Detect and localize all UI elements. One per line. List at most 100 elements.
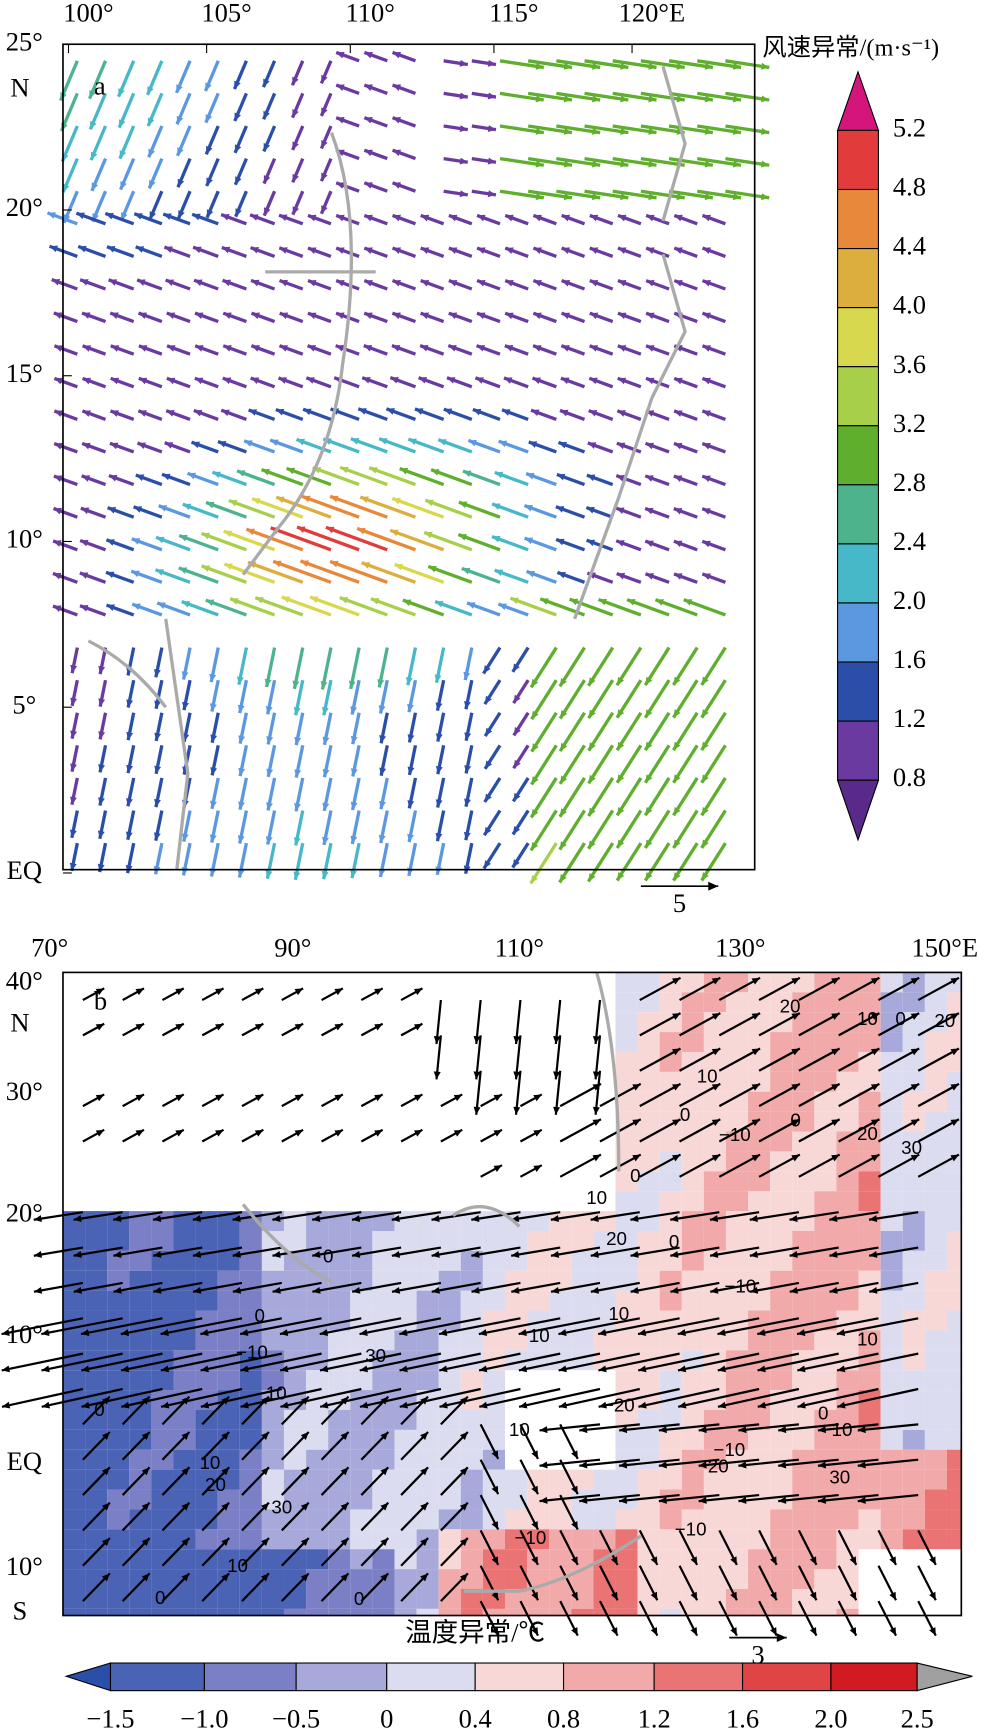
arrow-head [279, 345, 288, 352]
arrow-head [391, 1286, 401, 1294]
arrow-head [561, 345, 570, 352]
shade-cell [504, 1290, 528, 1311]
shade-cell [902, 1390, 925, 1410]
shade-cell [814, 1290, 837, 1311]
arrow-head [590, 1286, 600, 1294]
shade-cell [438, 1529, 461, 1550]
shade-cell [836, 972, 859, 993]
panel-a-frame [62, 43, 756, 871]
shade-cell [129, 1449, 152, 1470]
arrow-head [503, 377, 513, 384]
shade-cell [792, 1429, 815, 1450]
shade-cell [814, 1171, 837, 1192]
arrow-head [690, 1591, 698, 1601]
arrow-head [704, 128, 713, 135]
shade-cell [306, 1469, 329, 1490]
wind-arrow [254, 596, 304, 617]
arrow-head [352, 1286, 361, 1294]
shade-cell [880, 992, 903, 1013]
arrow-head [616, 442, 626, 450]
wind-arrow [41, 1317, 123, 1336]
arrow-head [673, 806, 681, 816]
arrow-head [98, 797, 105, 806]
arrow-head [392, 214, 401, 222]
arrow-head [370, 598, 380, 605]
arrow-head [589, 247, 599, 254]
arrow-head [246, 528, 255, 536]
wind-arrow [539, 1493, 601, 1503]
shade-cell [703, 1250, 726, 1271]
arrow-head [464, 765, 472, 774]
colorbar-extend [916, 1662, 973, 1692]
arrow-head [676, 95, 685, 103]
arrow-head [889, 1591, 896, 1601]
arrow-head [749, 1286, 759, 1294]
arrow-head [264, 678, 272, 688]
arrow-head [334, 1129, 343, 1137]
shade-cell [770, 1529, 793, 1550]
arrow-head [526, 570, 536, 578]
shade-cell [836, 1250, 859, 1271]
arrow-head [491, 1521, 499, 1530]
shade-cell [924, 1012, 947, 1033]
hemisphere-label: N [10, 1008, 29, 1038]
shade-cell [85, 1529, 108, 1550]
shade-cell [924, 1270, 947, 1291]
arrow-head [620, 193, 629, 201]
wind-arrow [817, 1493, 879, 1503]
arrow-head [131, 570, 140, 578]
shade-cell [173, 1449, 196, 1470]
colorbar-box [837, 602, 880, 663]
arrow-head [950, 1083, 959, 1091]
arrow-head [910, 1083, 920, 1091]
shade-cell [482, 1569, 505, 1589]
arrow-head [588, 677, 596, 686]
arrow-head [330, 560, 339, 568]
arrow-head [153, 669, 161, 678]
shade-cell [350, 1370, 373, 1391]
arrow-head [160, 1329, 169, 1336]
arrow-head [380, 1502, 389, 1511]
arrow-head [89, 90, 96, 99]
wind-arrow [630, 1281, 680, 1293]
wind-arrow [797, 1387, 879, 1408]
arrow-head [279, 214, 288, 222]
arrow-head [95, 1094, 105, 1102]
arrow-head [221, 1573, 230, 1582]
arrow-head [717, 1401, 727, 1409]
arrow-head [732, 193, 742, 201]
arrow-head [374, 1023, 383, 1031]
wind-arrow [529, 809, 558, 852]
arrow-head [448, 312, 458, 320]
colorbar-box [474, 1662, 565, 1692]
arrow-head [674, 280, 683, 287]
arrow-head [340, 1431, 349, 1440]
shade-cell [725, 1290, 749, 1311]
shade-cell [637, 1211, 660, 1231]
arrow-head [221, 213, 230, 221]
shade-cell [350, 1469, 373, 1490]
arrow-head [80, 507, 90, 515]
shade-cell [372, 1250, 395, 1271]
shade-cell [283, 1509, 307, 1530]
arrow-head [164, 246, 173, 253]
arrow-head [192, 1251, 202, 1258]
wind-arrow [1, 1387, 84, 1408]
arrow-head [950, 977, 959, 985]
shade-cell [902, 1330, 925, 1351]
arrow-head [107, 507, 117, 514]
shade-cell [615, 1131, 638, 1152]
y-tick-label: 10° [6, 1551, 43, 1581]
arrow-head [950, 1048, 959, 1056]
arrow-head [709, 1215, 719, 1223]
shade-cell [946, 1230, 962, 1251]
wind-arrow [829, 1246, 879, 1257]
shade-cell [261, 1409, 284, 1430]
arrow-head [378, 705, 386, 714]
shade-cell [549, 1270, 572, 1291]
shade-cell [460, 1588, 483, 1609]
arrow-head [617, 312, 627, 320]
shade-cell [792, 1270, 815, 1291]
arrow-head [110, 377, 120, 385]
arrow-head [205, 114, 213, 123]
